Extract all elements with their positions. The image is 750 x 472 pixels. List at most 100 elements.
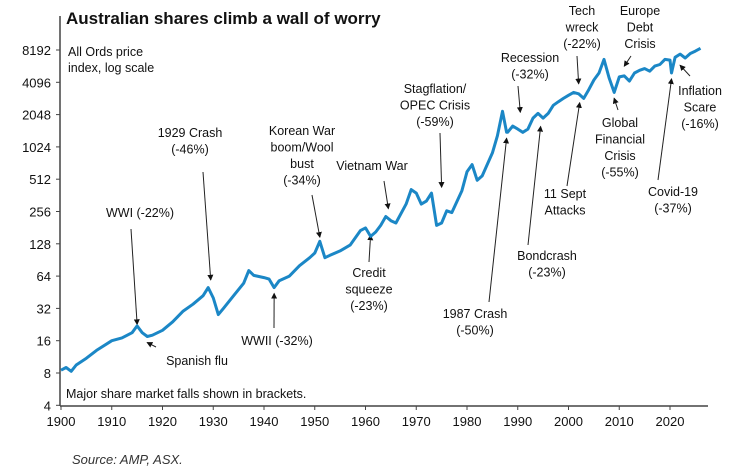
y-tick-label: 8 (44, 366, 51, 381)
annotation: Stagflation/OPEC Crisis (-59%) (400, 82, 470, 189)
annotation-label: Vietnam War (336, 159, 408, 173)
x-tick-label: 1990 (503, 414, 532, 429)
annotation-arrow (438, 132, 445, 189)
annotation-label: Tech (569, 4, 595, 18)
x-tick-label: 1900 (47, 414, 76, 429)
annotation-arrow (657, 78, 674, 181)
annotation: Korean War boom/Wool bust (-34%) (269, 124, 335, 239)
x-tick-label: 1920 (148, 414, 177, 429)
annotation-label: (-23%) (350, 299, 388, 313)
annotation-label: (-46%) (171, 143, 209, 157)
annotation: Tech wreck (-22%) (563, 4, 601, 85)
x-tick-label: 1910 (97, 414, 126, 429)
annotation-label: Global (602, 116, 638, 130)
annotation-arrow (202, 171, 214, 281)
x-tick-label: 1950 (300, 414, 329, 429)
annotation-label: bust (290, 157, 314, 171)
annotation-label: WWI (-22%) (106, 206, 174, 220)
annotation-label: 11 Sept (544, 187, 587, 201)
y-tick-label: 4 (44, 398, 51, 413)
annotation-label: boom/Wool (271, 141, 334, 155)
annotation-label: (-22%) (563, 37, 601, 51)
annotation-label: (-34%) (283, 174, 321, 188)
annotation: Recession (-32%) (501, 51, 559, 114)
annotation-arrow (623, 55, 632, 67)
annotation-label: Spanish flu (166, 354, 228, 368)
annotation-label: Debt (627, 21, 654, 35)
annotation-label: Europe (620, 4, 660, 18)
annotation-label: Financial (595, 133, 645, 147)
annotation-arrow (527, 125, 544, 246)
annotation-arrow (516, 85, 523, 114)
annotation-label: Crisis (604, 149, 635, 163)
annotation-label: (-16%) (681, 117, 719, 131)
y-tick-label: 64 (37, 269, 51, 284)
x-tick-label: 1930 (199, 414, 228, 429)
annotation-label: wreck (565, 21, 599, 35)
chart-note: Major share market falls shown in bracke… (66, 387, 306, 401)
chart-subtitle-line-1: All Ords price (68, 45, 143, 59)
y-tick-label: 128 (29, 237, 51, 252)
y-tick-label: 16 (37, 334, 51, 349)
chart-title: Australian shares climb a wall of worry (66, 9, 381, 28)
x-tick-label: 1970 (402, 414, 431, 429)
annotation: Spanish flu (146, 342, 228, 368)
annotation-label: Korean War (269, 124, 335, 138)
annotation-label: Stagflation/ (404, 82, 467, 96)
x-tick-label: 1940 (250, 414, 279, 429)
annotation: Inflation Scare (-16%) (678, 64, 722, 131)
annotation-arrow (575, 55, 582, 85)
y-tick-label: 512 (29, 172, 51, 187)
annotation-label: OPEC Crisis (400, 99, 470, 113)
annotation-label: (-23%) (528, 266, 566, 280)
annotation-label: Crisis (624, 37, 655, 51)
annotation-label: 1929 Crash (158, 126, 223, 140)
annotation: 11 Sept Attacks (544, 101, 587, 218)
annotation-label: WWII (-32%) (241, 334, 313, 348)
annotation: Covid-19 (-37%) (648, 78, 698, 216)
annotation: Europe Debt Crisis (620, 4, 660, 67)
chart-subtitle-line-2: index, log scale (68, 61, 154, 75)
annotation-label: Covid-19 (648, 185, 698, 199)
annotation-label: Scare (684, 101, 717, 115)
annotation-label: Recession (501, 51, 559, 65)
x-tick-label: 1960 (351, 414, 380, 429)
y-tick-label: 8192 (22, 43, 51, 58)
annotation: 1987 Crash (-50%) (443, 137, 510, 338)
annotation-arrow (566, 101, 582, 187)
annotation-label: (-55%) (601, 166, 639, 180)
annotation-arrow (311, 194, 322, 239)
annotation-arrow (488, 137, 510, 303)
chart-source: Source: AMP, ASX. (72, 452, 183, 467)
annotation-arrow (383, 180, 391, 210)
annotation: Vietnam War (336, 159, 408, 210)
annotation: Bondcrash (-23%) (517, 125, 577, 280)
annotation-arrow (679, 64, 691, 77)
annotation-arrow (612, 97, 619, 111)
y-tick-label: 1024 (22, 140, 51, 155)
y-tick-label: 256 (29, 205, 51, 220)
annotation: WWII (-32%) (241, 292, 313, 348)
x-tick-label: 2020 (656, 414, 685, 429)
annotation: 1929 Crash (-46%) (158, 126, 223, 281)
annotation: Global Financial Crisis (-55%) (595, 97, 645, 180)
x-tick-label: 1980 (453, 414, 482, 429)
y-tick-label: 2048 (22, 108, 51, 123)
annotation-arrow (130, 228, 140, 326)
annotation-label: (-50%) (456, 324, 494, 338)
annotation-label: Attacks (545, 204, 586, 218)
series-line-all-ords (60, 46, 702, 373)
annotation-label: Inflation (678, 84, 722, 98)
annotation-label: Bondcrash (517, 249, 577, 263)
annotation: WWI (-22%) (106, 206, 174, 326)
annotation-label: (-32%) (511, 68, 549, 82)
x-tick-label: 2000 (554, 414, 583, 429)
x-tick-label: 2010 (605, 414, 634, 429)
annotation-label: squeeze (345, 283, 392, 297)
annotation-label: (-37%) (654, 202, 692, 216)
annotation-label: (-59%) (416, 115, 454, 129)
annotation-label: Credit (352, 266, 386, 280)
y-tick-label: 4096 (22, 75, 51, 90)
